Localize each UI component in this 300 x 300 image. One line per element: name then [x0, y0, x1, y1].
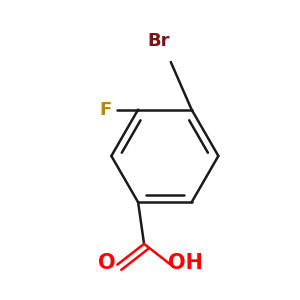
Text: Br: Br: [148, 32, 170, 50]
Text: O: O: [98, 253, 116, 273]
Text: F: F: [99, 100, 112, 118]
Text: OH: OH: [168, 253, 203, 273]
